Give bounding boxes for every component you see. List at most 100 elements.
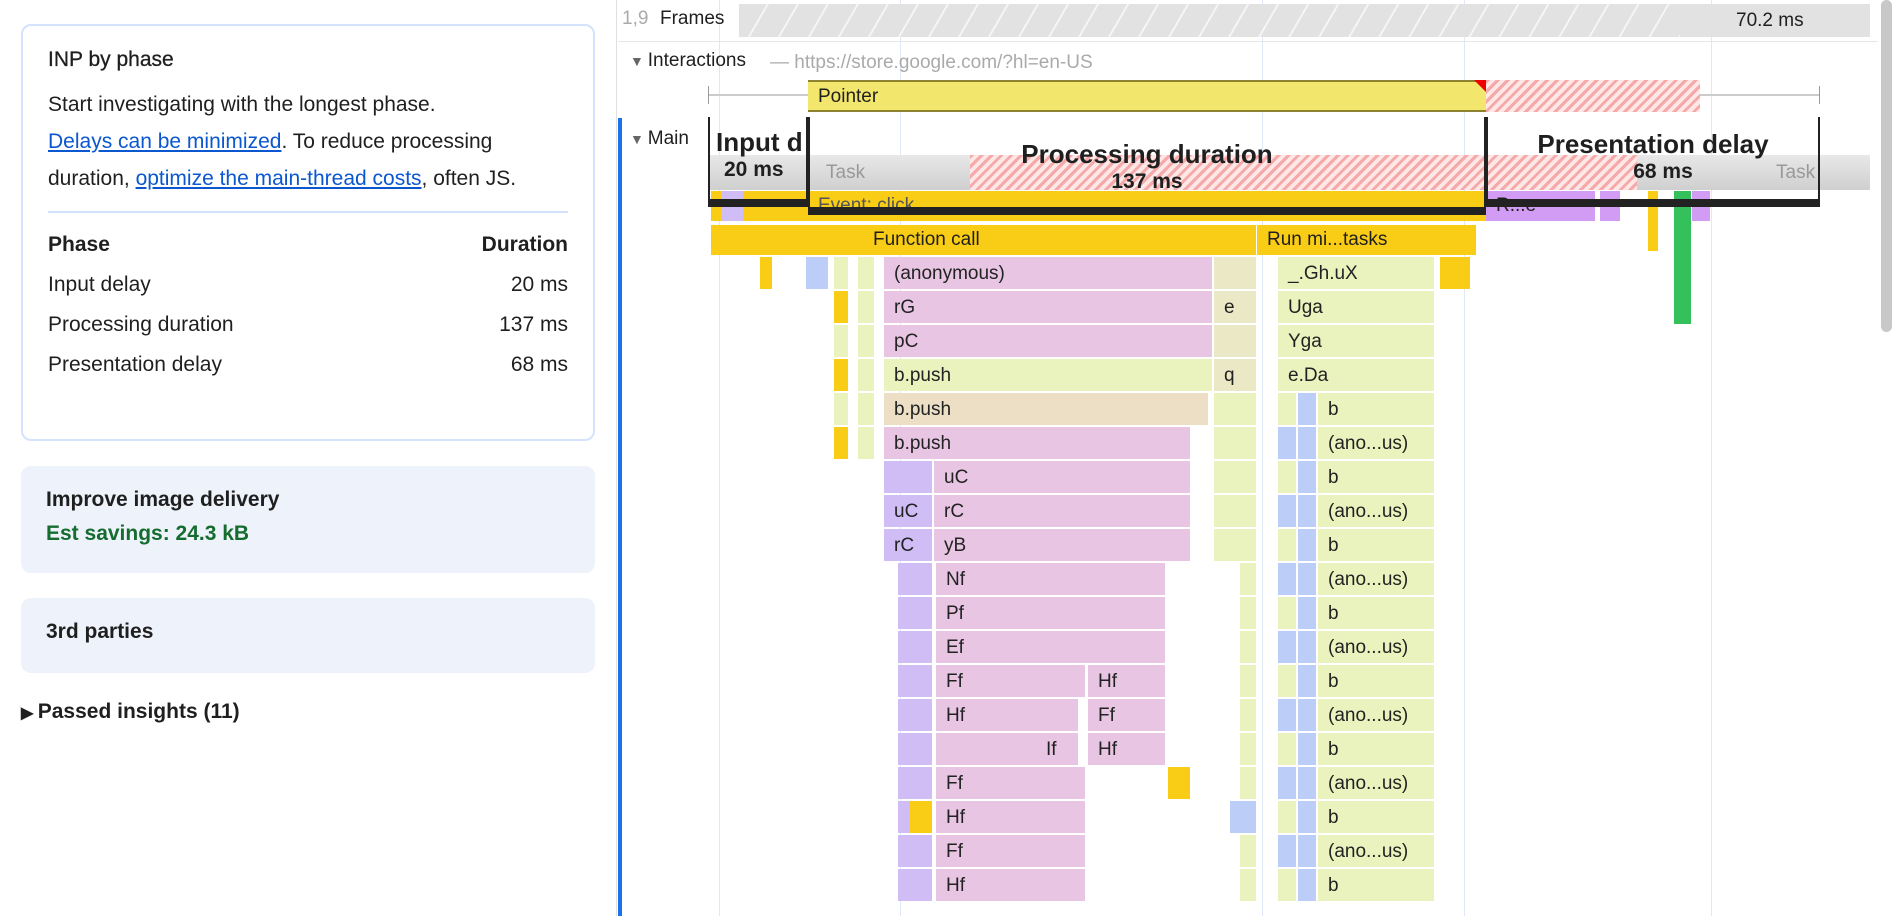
interactions-track-header[interactable]: ▼ Interactions bbox=[630, 50, 746, 72]
flame-block[interactable] bbox=[898, 631, 932, 663]
flame-block[interactable]: Ff bbox=[1088, 699, 1165, 731]
flame-block[interactable]: (ano...us) bbox=[1318, 563, 1434, 595]
flame-block[interactable] bbox=[1240, 733, 1256, 765]
panel-divider[interactable] bbox=[616, 0, 617, 916]
flame-block[interactable]: b bbox=[1318, 393, 1434, 425]
flame-block[interactable] bbox=[1214, 325, 1256, 357]
flame-block[interactable] bbox=[858, 257, 874, 289]
flame-block[interactable]: Hf bbox=[1088, 665, 1165, 697]
flame-block[interactable] bbox=[1240, 665, 1256, 697]
main-track-header[interactable]: ▼ Main bbox=[630, 128, 689, 150]
flame-block[interactable]: b.push bbox=[884, 393, 1208, 425]
flame-block[interactable] bbox=[858, 393, 874, 425]
flame-block[interactable] bbox=[898, 665, 932, 697]
flame-block[interactable]: b bbox=[1318, 529, 1434, 561]
table-row[interactable]: Presentation delay 68 ms bbox=[48, 345, 568, 385]
flame-block[interactable]: (ano...us) bbox=[1318, 835, 1434, 867]
flame-block[interactable]: Ff bbox=[936, 835, 1085, 867]
flame-block[interactable]: rC bbox=[934, 495, 1190, 527]
flame-block[interactable] bbox=[858, 427, 874, 459]
flame-block[interactable]: b.push bbox=[884, 427, 1190, 459]
flame-block[interactable]: pC bbox=[884, 325, 1212, 357]
flame-block[interactable] bbox=[1230, 801, 1256, 833]
flame-block[interactable]: (ano...us) bbox=[1318, 699, 1434, 731]
flame-block[interactable]: Hf bbox=[936, 869, 1085, 901]
flame-block[interactable] bbox=[884, 461, 932, 493]
flame-block[interactable] bbox=[834, 257, 848, 289]
pointer-interaction[interactable]: Pointer bbox=[808, 80, 1486, 112]
flame-block[interactable]: uC bbox=[934, 461, 1190, 493]
flame-block[interactable] bbox=[1278, 699, 1296, 731]
flame-block[interactable]: (ano...us) bbox=[1318, 767, 1434, 799]
flame-block[interactable] bbox=[858, 291, 874, 323]
flame-block[interactable]: Hf bbox=[1088, 733, 1165, 765]
presentation-delay-overlay[interactable]: Presentation delay 68 ms bbox=[1486, 117, 1820, 199]
flame-block[interactable]: b.push bbox=[884, 359, 1212, 391]
flame-block[interactable] bbox=[1278, 631, 1296, 663]
flame-block[interactable] bbox=[1298, 835, 1316, 867]
flame-block[interactable]: q bbox=[1214, 359, 1256, 391]
flame-block[interactable] bbox=[1278, 597, 1296, 629]
flame-block[interactable] bbox=[760, 257, 772, 289]
flame-block[interactable] bbox=[1440, 257, 1470, 289]
flame-block[interactable] bbox=[834, 359, 848, 391]
flame-block[interactable] bbox=[898, 699, 932, 731]
flame-block[interactable]: rG bbox=[884, 291, 1212, 323]
processing-duration-overlay[interactable]: Processing duration 137 ms bbox=[808, 117, 1486, 211]
flame-block[interactable] bbox=[1278, 529, 1296, 561]
flame-block[interactable] bbox=[1298, 393, 1316, 425]
flame-block[interactable] bbox=[898, 835, 932, 867]
flame-block[interactable] bbox=[1278, 427, 1296, 459]
flame-block[interactable]: (ano...us) bbox=[1318, 495, 1434, 527]
flame-block[interactable]: Hf bbox=[936, 699, 1078, 731]
delays-link[interactable]: Delays can be minimized bbox=[48, 130, 282, 153]
flame-block[interactable] bbox=[1298, 631, 1316, 663]
flame-block[interactable] bbox=[936, 733, 1078, 765]
flame-block[interactable] bbox=[1214, 393, 1256, 425]
flame-block[interactable] bbox=[834, 393, 848, 425]
flame-block[interactable]: (ano...us) bbox=[1318, 427, 1434, 459]
flame-block[interactable] bbox=[1214, 495, 1256, 527]
flame-block[interactable] bbox=[1298, 597, 1316, 629]
input-delay-overlay[interactable]: Input d 20 ms bbox=[708, 117, 808, 199]
flame-block[interactable] bbox=[1278, 801, 1296, 833]
flame-block[interactable] bbox=[1298, 733, 1316, 765]
third-parties-card[interactable]: 3rd parties bbox=[21, 598, 595, 673]
flame-block[interactable]: Ff bbox=[936, 767, 1085, 799]
scrollbar-thumb[interactable] bbox=[1881, 0, 1892, 332]
flame-block[interactable] bbox=[1240, 835, 1256, 867]
flame-block[interactable]: Yga bbox=[1278, 325, 1434, 357]
flame-block[interactable]: (ano...us) bbox=[1318, 631, 1434, 663]
flame-block[interactable] bbox=[898, 597, 932, 629]
flame-block[interactable] bbox=[858, 359, 874, 391]
flame-block[interactable] bbox=[1278, 461, 1296, 493]
flame-block[interactable]: rC bbox=[884, 529, 932, 561]
flame-block[interactable]: uC bbox=[884, 495, 932, 527]
flame-block[interactable]: b bbox=[1318, 461, 1434, 493]
flame-block[interactable] bbox=[1298, 801, 1316, 833]
flame-block[interactable] bbox=[1214, 461, 1256, 493]
flame-block[interactable] bbox=[1298, 563, 1316, 595]
flame-block[interactable] bbox=[806, 257, 828, 289]
flame-block[interactable] bbox=[1214, 529, 1256, 561]
flame-block[interactable] bbox=[1278, 563, 1296, 595]
flame-block[interactable]: _.Gh.uX bbox=[1278, 257, 1434, 289]
flame-block[interactable] bbox=[1240, 699, 1256, 731]
flame-block[interactable] bbox=[910, 801, 932, 833]
flame-block[interactable]: e bbox=[1214, 291, 1256, 323]
flame-block[interactable] bbox=[1240, 597, 1256, 629]
flame-block[interactable] bbox=[1168, 767, 1190, 799]
flame-block[interactable] bbox=[898, 869, 932, 901]
improve-image-delivery-card[interactable]: Improve image delivery Est savings: 24.3… bbox=[21, 466, 595, 573]
flame-block[interactable] bbox=[1298, 699, 1316, 731]
frame-block[interactable] bbox=[1680, 4, 1870, 37]
frames-label[interactable]: Frames bbox=[660, 8, 725, 29]
flame-block[interactable] bbox=[1278, 869, 1296, 901]
flame-block[interactable]: Ef bbox=[936, 631, 1165, 663]
flame-block[interactable] bbox=[1240, 631, 1256, 663]
table-row[interactable]: Processing duration 137 ms bbox=[48, 305, 568, 345]
flame-block[interactable] bbox=[898, 563, 932, 595]
flame-block[interactable] bbox=[834, 427, 848, 459]
flame-block[interactable]: Nf bbox=[936, 563, 1165, 595]
flame-block[interactable] bbox=[834, 325, 848, 357]
